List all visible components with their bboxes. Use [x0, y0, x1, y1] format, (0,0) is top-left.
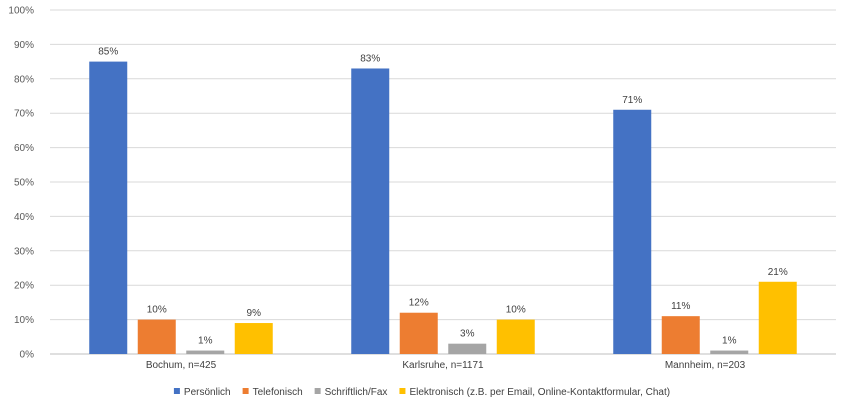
bar — [186, 350, 225, 354]
legend-label: Elektronisch (z.B. per Email, Online-Kon… — [409, 387, 670, 398]
y-tick-label: 50% — [14, 178, 34, 189]
y-tick-label: 30% — [14, 246, 34, 257]
bar — [448, 343, 487, 354]
data-label: 1% — [722, 336, 737, 347]
data-label: 3% — [460, 329, 475, 340]
legend-label: Persönlich — [184, 387, 231, 398]
category-label: Mannheim, n=203 — [665, 360, 746, 371]
y-tick-label: 10% — [14, 315, 34, 326]
bar — [137, 319, 176, 354]
legend-swatch — [173, 388, 180, 394]
data-label: 71% — [622, 95, 642, 106]
bar — [710, 350, 749, 354]
data-label: 12% — [409, 298, 429, 309]
data-label: 10% — [506, 305, 526, 316]
y-tick-label: 20% — [14, 281, 34, 292]
legend-swatch — [242, 388, 249, 394]
legend-swatch — [314, 388, 321, 394]
bar — [758, 281, 797, 354]
bar — [351, 68, 390, 354]
y-tick-label: 90% — [14, 40, 34, 51]
y-tick-label: 60% — [14, 143, 34, 154]
data-label: 9% — [247, 308, 262, 319]
bar — [496, 319, 535, 354]
data-label: 11% — [671, 301, 690, 312]
data-label: 85% — [98, 47, 118, 58]
y-tick-label: 40% — [14, 212, 34, 223]
category-label: Bochum, n=425 — [146, 360, 217, 371]
legend-label: Schriftlich/Fax — [325, 387, 388, 398]
y-tick-label: 100% — [8, 6, 34, 17]
bar — [234, 323, 273, 354]
data-label: 1% — [198, 336, 213, 347]
bar — [89, 61, 128, 354]
data-label: 10% — [147, 305, 167, 316]
bar — [661, 316, 700, 354]
y-tick-label: 80% — [14, 74, 34, 85]
legend-label: Telefonisch — [253, 387, 303, 398]
data-label: 83% — [360, 53, 380, 64]
bar — [613, 109, 652, 354]
y-tick-label: 70% — [14, 109, 34, 120]
bar — [399, 312, 438, 354]
category-label: Karlsruhe, n=1171 — [402, 360, 484, 371]
y-tick-label: 0% — [20, 350, 35, 361]
data-label: 21% — [768, 267, 788, 278]
legend-swatch — [399, 388, 406, 394]
